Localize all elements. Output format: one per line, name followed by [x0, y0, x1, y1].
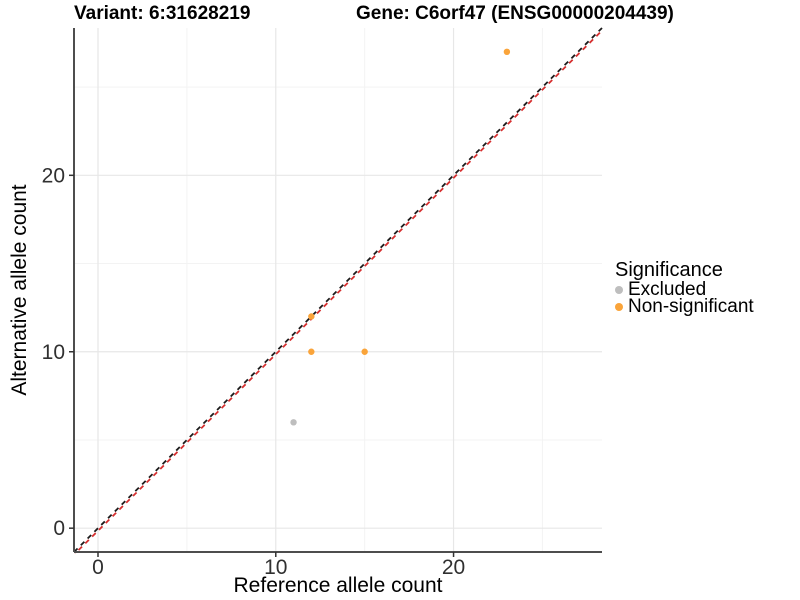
x-tick-label: 10: [264, 556, 287, 579]
legend-item-non-significant: Non-significant: [615, 295, 754, 317]
data-point-non-significant: [361, 348, 368, 355]
legend-key-non-significant-dot: [615, 302, 623, 311]
x-tick-label: 20: [442, 556, 465, 579]
legend-label-excluded: Excluded: [628, 278, 707, 300]
reference-line-expected: [74, 28, 604, 555]
legend-item-excluded: Excluded: [615, 278, 754, 300]
x-axis-title: Reference allele count: [233, 574, 443, 597]
y-axis-title: Alternative allele count: [8, 184, 31, 396]
gene-title: Gene: C6orf47 (ENSG00000204439): [356, 3, 674, 24]
data-point-non-significant: [503, 48, 511, 56]
y-tick-label: 20: [42, 164, 65, 187]
data-point-excluded: [290, 419, 297, 426]
legend-key-excluded-dot: [615, 285, 623, 294]
x-tick-label: 0: [92, 556, 104, 579]
legend-title: Significance: [615, 259, 723, 281]
legend-label-non-significant: Non-significant: [628, 295, 754, 317]
data-point-non-significant: [308, 348, 315, 355]
y-tick-label: 0: [53, 517, 65, 540]
reference-line-identity: [73, 27, 603, 553]
legend: Significance Excluded Non-significant: [615, 259, 754, 317]
y-tick-label: 10: [42, 341, 65, 364]
data-point-non-significant: [308, 313, 315, 320]
variant-title: Variant: 6:31628219: [74, 3, 251, 24]
